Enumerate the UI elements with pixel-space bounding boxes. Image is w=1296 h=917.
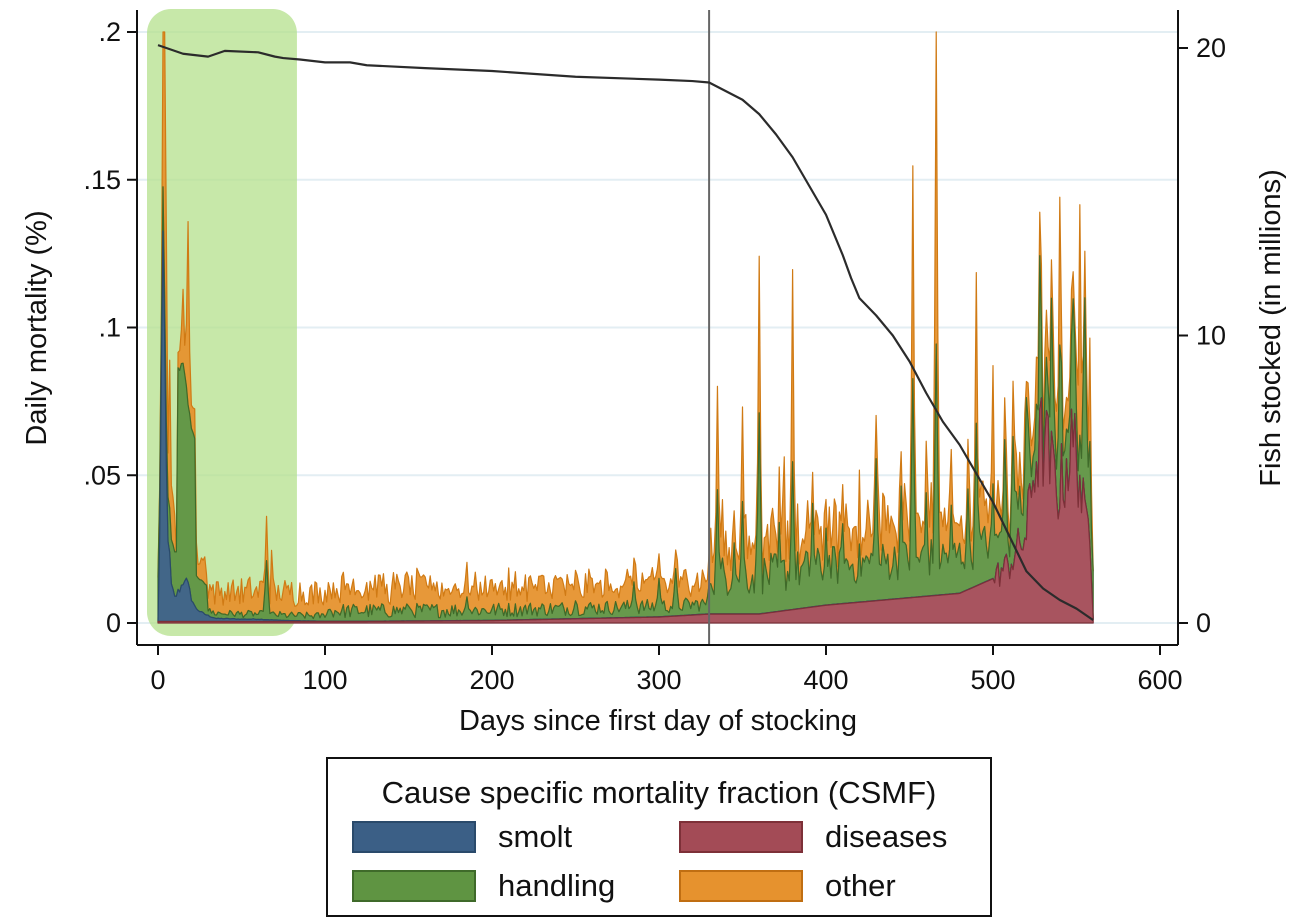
legend-item-other: other [679, 868, 896, 904]
series-area-other [157, 31, 1094, 620]
y2-tick-label-2: 20 [1196, 33, 1226, 63]
legend-item-diseases: diseases [679, 819, 947, 855]
y-tick-label-4: .2 [98, 17, 121, 47]
series-area-handling [157, 186, 1094, 623]
y-tick-label-1: .05 [83, 460, 121, 490]
stacked-areas [157, 31, 1094, 624]
x-tick-label-100: 100 [302, 665, 347, 695]
legend-label-handling: handling [498, 868, 616, 903]
x-axis-title: Days since first day of stocking [459, 705, 857, 737]
mortality-chart: 0 100 200 300 400 500 600 0 .05 .1 .15 .2 0 10 20 Days… [21, 9, 1287, 737]
legend-swatch-handling [352, 870, 476, 902]
legend-swatch-other [679, 870, 803, 902]
legend-title: Cause specific mortality fraction (CSMF) [381, 775, 937, 810]
legend-label-other: other [825, 868, 896, 903]
y-tick-label-0: 0 [106, 608, 121, 638]
x-tick-label-0: 0 [150, 665, 165, 695]
x-tick-label-400: 400 [803, 665, 848, 695]
x-tick-label-600: 600 [1137, 665, 1182, 695]
y2-axis-title: Fish stocked (in millions) [1255, 169, 1287, 486]
y-tick-label-2: .1 [98, 313, 121, 343]
legend-item-smolt: smolt [352, 819, 572, 855]
legend: Cause specific mortality fraction (CSMF)… [326, 757, 992, 917]
series-area-diseases [157, 397, 1094, 624]
y2-tick-label-0: 0 [1196, 608, 1211, 638]
x-tick-label-200: 200 [469, 665, 514, 695]
fish-stocked-line [157, 44, 1094, 622]
legend-swatch-diseases [679, 821, 803, 853]
legend-swatch-smolt [352, 821, 476, 853]
y-tick-label-3: .15 [83, 165, 121, 195]
legend-label-smolt: smolt [498, 819, 573, 854]
x-tick-label-500: 500 [970, 665, 1015, 695]
x-tick-label-300: 300 [636, 665, 681, 695]
legend-label-diseases: diseases [825, 819, 948, 854]
y2-tick-label-1: 10 [1196, 321, 1226, 351]
y-axis-title: Daily mortality (%) [21, 210, 53, 445]
axes: 0 100 200 300 400 500 600 0 .05 .1 .15 .2 0 10 20 [83, 10, 1226, 695]
legend-item-handling: handling [352, 868, 615, 904]
